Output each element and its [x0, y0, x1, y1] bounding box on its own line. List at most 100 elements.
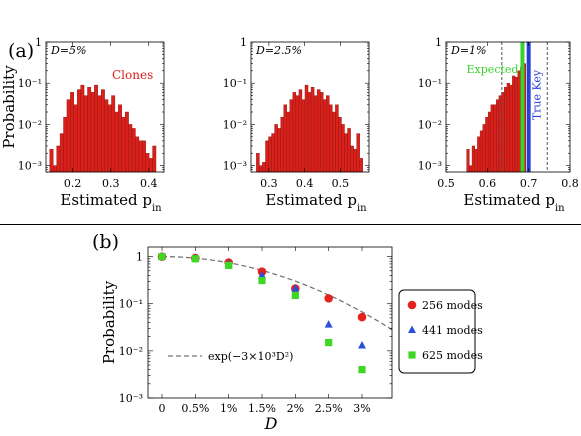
legend-marker [407, 300, 417, 310]
true-key-label: True Key [531, 69, 544, 120]
histogram-bar [114, 111, 119, 173]
histogram-bar [142, 140, 146, 173]
legend-marker [408, 325, 416, 333]
histogram-bar [121, 116, 126, 173]
x-axis-label: Estimated pin [265, 191, 367, 214]
histogram-bar [329, 104, 333, 173]
x-tick-label: 0.8 [561, 177, 579, 190]
histogram-d2-5: 1 10⁻¹ 10⁻² 10⁻³ 0.3 0.4 0.5 D=2.5% Estimated pi… [223, 36, 370, 214]
x-tick-label: 0.2 [64, 177, 82, 190]
histogram-bar [514, 76, 518, 173]
histogram-bar [471, 145, 475, 173]
histogram-bar [338, 116, 342, 173]
marker-625-modes [191, 255, 199, 263]
x-axis-label: D [264, 414, 278, 433]
y-tick-label: 1 [240, 36, 247, 49]
histogram-bar [104, 99, 109, 173]
histogram-bar [66, 99, 71, 173]
plot-frame [445, 41, 571, 173]
marker-256-modes [324, 294, 333, 303]
histogram-bar [138, 140, 143, 173]
legend-label: 441 modes [422, 324, 483, 337]
histogram-d1: Expected True Key 1 10⁻¹ 10⁻² 10⁻³ 0.5 0.6 0.7 0.… [418, 36, 579, 214]
x-tick-label: 0.7 [520, 177, 538, 190]
histogram-bar [59, 133, 64, 173]
marker-256-modes [357, 312, 367, 322]
histogram-bar [90, 92, 95, 173]
histogram-bar [70, 92, 74, 173]
x-tick-label: 0.6 [479, 177, 497, 190]
histogram-bar [97, 95, 102, 173]
x-axis-label-main: Estimated p [60, 191, 152, 209]
histogram-d5: 1 10⁻¹ 10⁻² 10⁻³ 0.2 0.3 0.4 D=5% Clones Estimate… [0, 36, 165, 214]
y-tick-label: 10⁻² [418, 118, 442, 131]
histogram-bar [131, 128, 136, 173]
panel-annotation: D=5% [50, 44, 87, 57]
panel-label-b: (b) [92, 231, 119, 253]
histogram-bar [304, 84, 309, 173]
histogram-bar [485, 116, 489, 173]
histogram-bar [152, 145, 157, 173]
marker-625-modes [291, 291, 299, 300]
histogram-bar [517, 70, 521, 173]
histogram-bar [73, 104, 78, 173]
histogram-bar [504, 86, 508, 173]
histogram-bar [262, 162, 266, 173]
fit-legend-label: exp(−3×10³D²) [208, 350, 293, 363]
marker-625-modes [258, 276, 266, 285]
marker-441-modes [324, 320, 333, 328]
y-tick-label: 10⁻³ [18, 160, 42, 173]
histogram-bar [87, 86, 92, 173]
histogram-bar [493, 104, 497, 173]
y-tick-label: 10⁻¹ [18, 77, 42, 90]
histogram-bar [135, 136, 140, 173]
histogram-bar [280, 116, 284, 173]
legend: 256 modes 441 modes 625 modes [398, 289, 483, 374]
y-tick-label: 10⁻² [223, 118, 247, 131]
histogram-bar [350, 145, 354, 173]
histogram-bar [259, 165, 263, 173]
histogram-bar [509, 84, 513, 173]
x-tick-label: 2.5% [315, 402, 343, 415]
y-tick-label: 10⁻³ [223, 160, 247, 173]
histogram-bar [292, 92, 297, 173]
marker-441-modes [358, 341, 366, 349]
x-axis-label: Estimated pin [60, 191, 162, 214]
histogram-bar [53, 165, 57, 173]
x-tick-label: 0.3 [102, 177, 120, 190]
plot-frame [250, 41, 370, 173]
histogram-bar [298, 89, 303, 173]
panel-annotation: D=2.5% [255, 44, 302, 57]
histogram-bar [332, 111, 336, 173]
marker-625-modes [325, 338, 333, 347]
histogram-bar [323, 99, 327, 173]
legend-label: 625 modes [422, 349, 483, 362]
y-axis-label: Probability [0, 65, 18, 149]
histogram-bar [359, 158, 363, 173]
x-tick-label: 0.5 [437, 177, 455, 190]
y-axis-label: Probability [100, 280, 118, 364]
histogram-bar [265, 140, 269, 173]
x-tick-label: 2% [287, 402, 304, 415]
histogram-bar [49, 149, 54, 173]
histogram-bar [277, 128, 281, 173]
marker-625-modes [158, 253, 166, 261]
histogram-bar [313, 95, 318, 173]
histogram-bar [490, 104, 494, 173]
histogram-bar [63, 116, 68, 173]
y-tick-label: 10⁻¹ [418, 77, 442, 90]
x-tick-label: 0.3 [260, 177, 278, 190]
histogram-bar [487, 111, 492, 173]
histogram-bar [474, 149, 478, 173]
histogram-bar [83, 95, 88, 173]
y-tick-label: 10⁻¹ [223, 77, 247, 90]
histogram-bar [479, 130, 483, 173]
histogram-bar [512, 75, 516, 173]
histogram-bar [118, 104, 122, 173]
histogram-bar [94, 84, 98, 173]
x-tick-label: 1% [220, 402, 237, 415]
histogram-bar [496, 99, 500, 173]
reference-line [526, 42, 531, 172]
histogram-bar [506, 83, 510, 173]
x-axis-label-subscript: in [357, 203, 367, 214]
